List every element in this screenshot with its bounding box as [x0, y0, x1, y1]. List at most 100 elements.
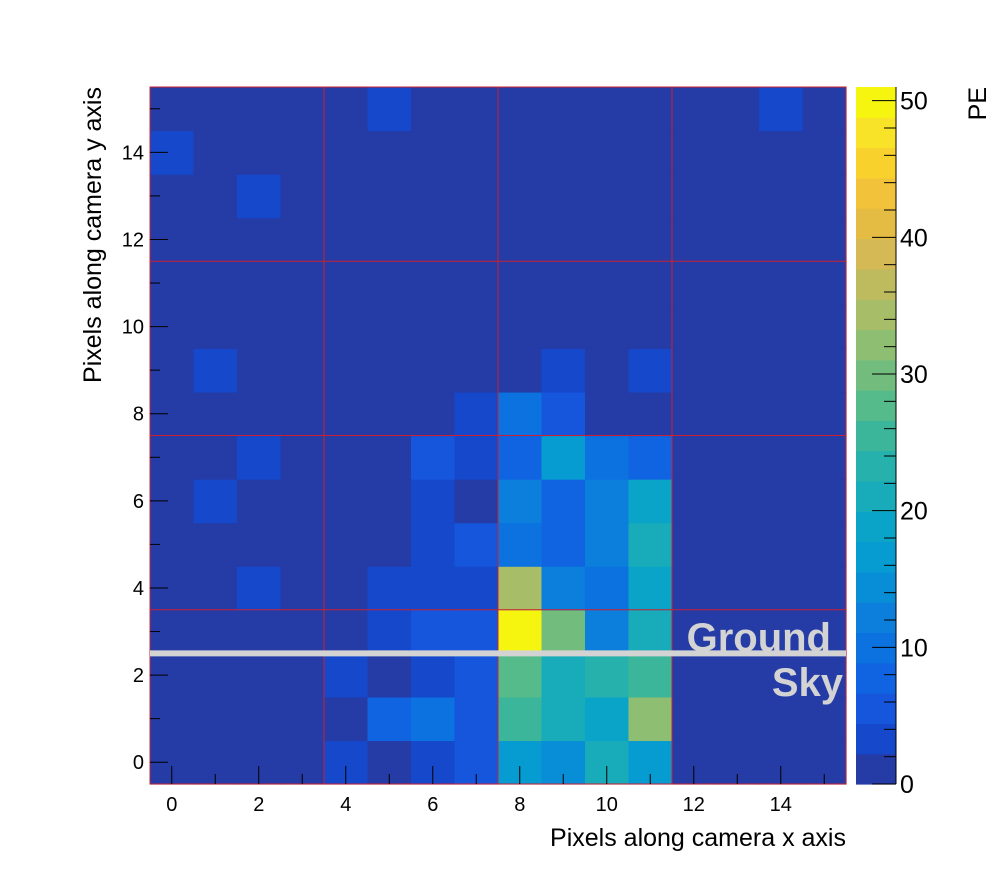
heatmap-cell: [411, 696, 456, 742]
heatmap-cell: [237, 217, 282, 262]
colorbar-segment: [856, 299, 896, 331]
heatmap-cell: [672, 522, 717, 567]
heatmap-cell: [585, 653, 630, 698]
heatmap-cell: [367, 522, 412, 567]
heatmap-cell: [411, 479, 456, 524]
heatmap-cell: [280, 391, 325, 437]
heatmap-cell: [628, 217, 673, 262]
heatmap-cell: [585, 130, 630, 175]
heatmap-cell: [411, 609, 456, 654]
colorbar-segment: [856, 420, 896, 452]
x-tick-label: 4: [340, 794, 351, 816]
heatmap-cell: [498, 130, 543, 175]
heatmap-cell: [802, 87, 847, 132]
heatmap-cell: [498, 174, 543, 219]
heatmap-cell: [498, 87, 543, 132]
heatmap-cell: [715, 653, 760, 698]
heatmap-cell: [541, 130, 586, 175]
heatmap-cell: [672, 566, 717, 611]
heatmap-cell: [541, 261, 586, 306]
heatmap-cell: [193, 87, 238, 132]
heatmap-cell: [672, 696, 717, 742]
heatmap-cell: [715, 479, 760, 524]
heatmap-cell: [367, 653, 412, 698]
heatmap-cell: [280, 217, 325, 262]
heatmap-cell: [367, 391, 412, 437]
y-tick-label: 8: [133, 404, 144, 426]
sky-annotation: Sky: [772, 661, 844, 705]
heatmap-cell: [628, 87, 673, 132]
heatmap-cell: [541, 87, 586, 132]
colorbar-segment: [856, 147, 896, 179]
heatmap-cell: [411, 87, 456, 132]
heatmap-cell: [672, 87, 717, 132]
heatmap-cell: [193, 566, 238, 611]
colorbar-segment: [856, 480, 896, 512]
heatmap-cell: [324, 435, 369, 480]
heatmap-cell: [280, 566, 325, 611]
heatmap-cell: [367, 609, 412, 654]
colorbar-segment: [856, 450, 896, 482]
heatmap-cell: [411, 217, 456, 262]
heatmap-cell: [672, 435, 717, 480]
heatmap-cell: [498, 479, 543, 524]
colorbar-tick-label: 0: [900, 771, 914, 799]
heatmap-cell: [324, 130, 369, 175]
module-grid: [149, 86, 847, 785]
heatmap-cell: [367, 696, 412, 742]
x-tick-label: 6: [427, 794, 438, 816]
heatmap-cell: [802, 217, 847, 262]
y-tick-label: 6: [133, 491, 144, 513]
heatmap-cell: [802, 348, 847, 393]
heatmap-cell: [628, 304, 673, 349]
heatmap-cell: [193, 130, 238, 175]
colorbar-tick-label: 40: [900, 224, 928, 252]
heatmap-cell: [454, 217, 499, 262]
heatmap-cell: [802, 522, 847, 567]
heatmap-cell: [715, 174, 760, 219]
heatmap-cell: [715, 522, 760, 567]
y-tick-label: 0: [133, 752, 144, 774]
heatmap-cell: [324, 304, 369, 349]
heatmap-cell: [367, 217, 412, 262]
heatmap-cell: [541, 304, 586, 349]
heatmap-cell: [193, 217, 238, 262]
heatmap-cell: [672, 653, 717, 698]
y-axis-title: Pixels along camera y axis: [79, 87, 107, 383]
heatmap-cell: [759, 217, 804, 262]
heatmap-cell: [193, 696, 238, 742]
heatmap-cell: [541, 609, 586, 654]
heatmap-cell: [193, 304, 238, 349]
heatmap-cell: [454, 479, 499, 524]
heatmap-cell: [628, 348, 673, 393]
heatmap-cell: [759, 566, 804, 611]
heatmap-cell: [802, 304, 847, 349]
heatmap-cell: [672, 130, 717, 175]
heatmap-cell: [193, 479, 238, 524]
heatmap-cell: [802, 566, 847, 611]
colorbar-segment: [856, 632, 896, 664]
x-tick-label: 8: [514, 794, 525, 816]
colorbar-segment: [856, 693, 896, 724]
heatmap-cell: [498, 566, 543, 611]
heatmap-cell: [759, 609, 804, 654]
heatmap-cell: [541, 566, 586, 611]
heatmap-cell: [280, 304, 325, 349]
heatmap-cell: [324, 217, 369, 262]
heatmap-cell: [628, 130, 673, 175]
heatmap-cell: [237, 261, 282, 306]
axes: 0 2 4 6 8 10 12 14 0 2 4 6 8 10 12 14: [122, 108, 825, 816]
x-tick-label: 2: [253, 794, 264, 816]
heatmap-cell: [411, 566, 456, 611]
colorbar-title: PE: [964, 87, 992, 120]
heatmap-cell: [759, 522, 804, 567]
heatmap-cell: [759, 261, 804, 306]
heatmap-cell: [715, 348, 760, 393]
colorbar-segment: [856, 602, 896, 634]
heatmap-cell: [324, 522, 369, 567]
heatmap-cell: [324, 174, 369, 219]
heatmap-cell: [324, 391, 369, 437]
heatmap-cell: [715, 435, 760, 480]
heatmap-cell: [454, 304, 499, 349]
